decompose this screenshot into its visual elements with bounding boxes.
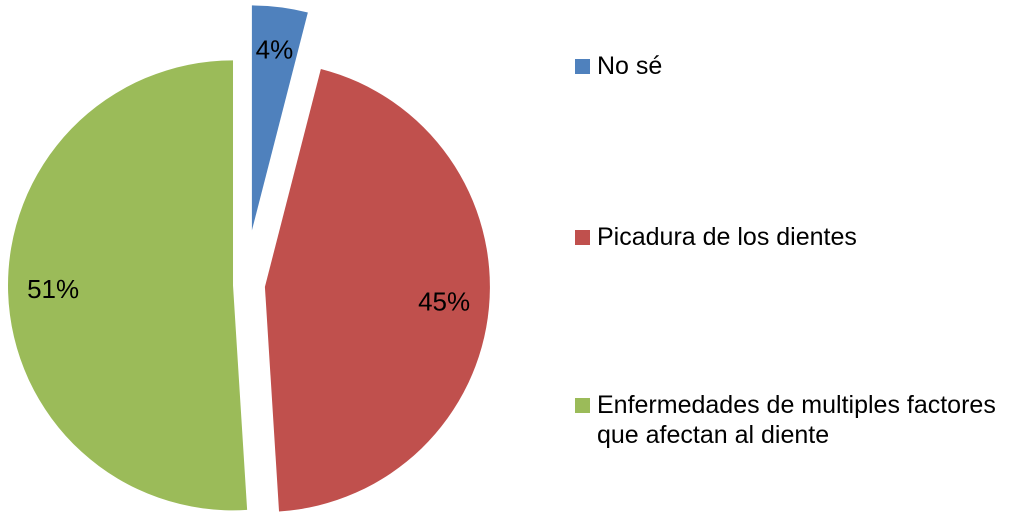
data-label: 45%	[418, 287, 470, 317]
legend-swatch	[575, 59, 590, 74]
data-label: 4%	[256, 35, 294, 65]
legend-swatch	[575, 398, 590, 413]
data-label: 51%	[27, 274, 79, 304]
pie-slice	[264, 68, 490, 512]
pie-slice	[251, 5, 308, 231]
legend-swatch	[575, 230, 590, 245]
legend-label: No sé	[597, 52, 663, 80]
pie-slice	[8, 60, 248, 511]
legend-label: Picadura de los dientes	[597, 223, 857, 251]
legend-label: Enfermedades de multiples factores que a…	[597, 391, 996, 449]
